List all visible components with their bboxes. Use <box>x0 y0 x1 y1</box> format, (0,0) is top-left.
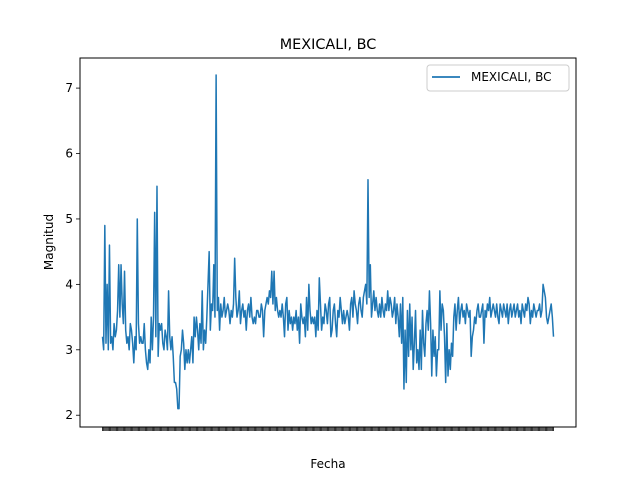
y-tick-label: 6 <box>65 147 73 161</box>
y-tick-label: 3 <box>65 343 73 357</box>
x-axis-ticks <box>102 427 554 431</box>
y-tick-label: 5 <box>65 212 73 226</box>
plot-area <box>101 74 555 410</box>
chart-title: MEXICALI, BC <box>280 37 377 53</box>
plot-frame <box>79 57 577 428</box>
x-axis-label: Fecha <box>310 457 345 471</box>
y-tick-label: 4 <box>65 277 73 291</box>
y-tick-label: 2 <box>65 408 73 422</box>
y-tick-label: 7 <box>65 81 73 95</box>
legend: MEXICALI, BC <box>426 64 570 92</box>
y-axis-ticks: 2 3 4 5 6 7 <box>65 81 80 422</box>
legend-box <box>426 64 570 92</box>
y-axis-label: Magnitud <box>42 214 56 270</box>
legend-label: MEXICALI, BC <box>471 70 552 84</box>
series-line <box>101 74 555 410</box>
